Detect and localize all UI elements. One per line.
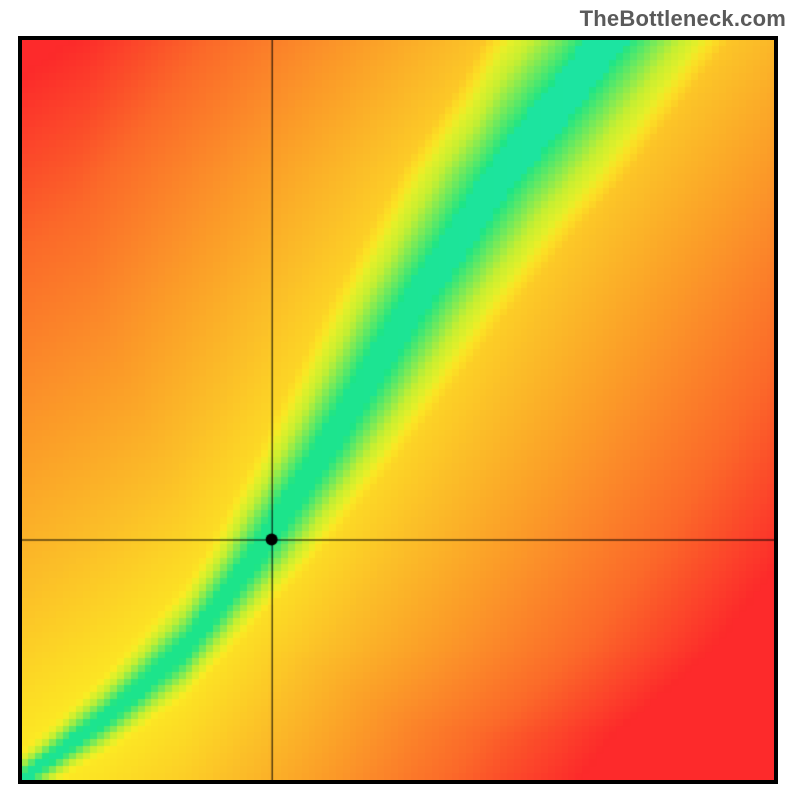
watermark-label: TheBottleneck.com xyxy=(580,6,786,32)
heatmap-canvas xyxy=(22,40,774,780)
plot-frame xyxy=(18,36,778,784)
chart-container: TheBottleneck.com xyxy=(0,0,800,800)
